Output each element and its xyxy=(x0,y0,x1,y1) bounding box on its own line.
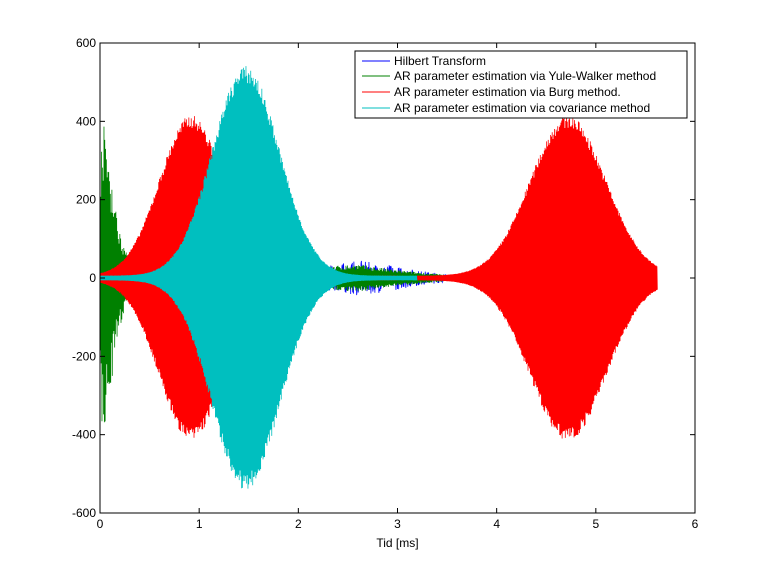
y-tick-label: 200 xyxy=(76,193,96,207)
y-tick-label: -200 xyxy=(72,349,96,363)
x-tick-label: 4 xyxy=(493,517,500,531)
legend-entry: Hilbert Transform xyxy=(362,54,486,68)
x-tick-label: 5 xyxy=(592,517,599,531)
legend-box xyxy=(354,50,688,119)
series-line xyxy=(99,66,418,489)
y-tick-label: -400 xyxy=(72,428,96,442)
y-tick-label: -600 xyxy=(72,506,96,520)
legend-entry: AR parameter estimation via Burg method. xyxy=(362,85,621,99)
legend-label: AR parameter estimation via covariance m… xyxy=(394,101,650,115)
x-tick-label: 2 xyxy=(295,517,302,531)
x-tick-label: 0 xyxy=(97,517,104,531)
legend: Hilbert Transform AR parameter estimatio… xyxy=(354,50,688,119)
y-tick-label: 400 xyxy=(76,114,96,128)
x-axis-label: Tid [ms] xyxy=(376,536,418,550)
y-tick-label: 0 xyxy=(89,271,96,285)
legend-label: AR parameter estimation via Burg method. xyxy=(394,85,621,99)
series-layer xyxy=(99,66,658,489)
legend-label: AR parameter estimation via Yule-Walker … xyxy=(394,69,656,83)
x-tick-label: 1 xyxy=(196,517,203,531)
series-line xyxy=(416,115,658,439)
legend-entry: AR parameter estimation via Yule-Walker … xyxy=(362,69,656,83)
tick-layer: 0 1 2 3 4 5 6 -600 -400 -200 0 200 400 600 xyxy=(72,36,699,531)
x-tick-label: 6 xyxy=(692,517,699,531)
legend-entry: AR parameter estimation via covariance m… xyxy=(362,101,650,115)
y-tick-label: 600 xyxy=(76,36,96,50)
x-tick-label: 3 xyxy=(394,517,401,531)
legend-label: Hilbert Transform xyxy=(394,54,486,68)
